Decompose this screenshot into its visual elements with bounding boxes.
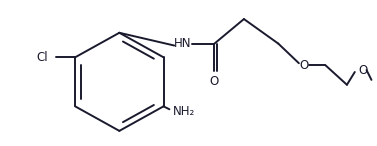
Text: Cl: Cl bbox=[36, 51, 48, 64]
Text: O: O bbox=[299, 59, 308, 72]
Text: HN: HN bbox=[174, 37, 192, 50]
Text: O: O bbox=[359, 64, 368, 77]
Text: NH₂: NH₂ bbox=[173, 105, 196, 118]
Text: O: O bbox=[210, 75, 219, 88]
